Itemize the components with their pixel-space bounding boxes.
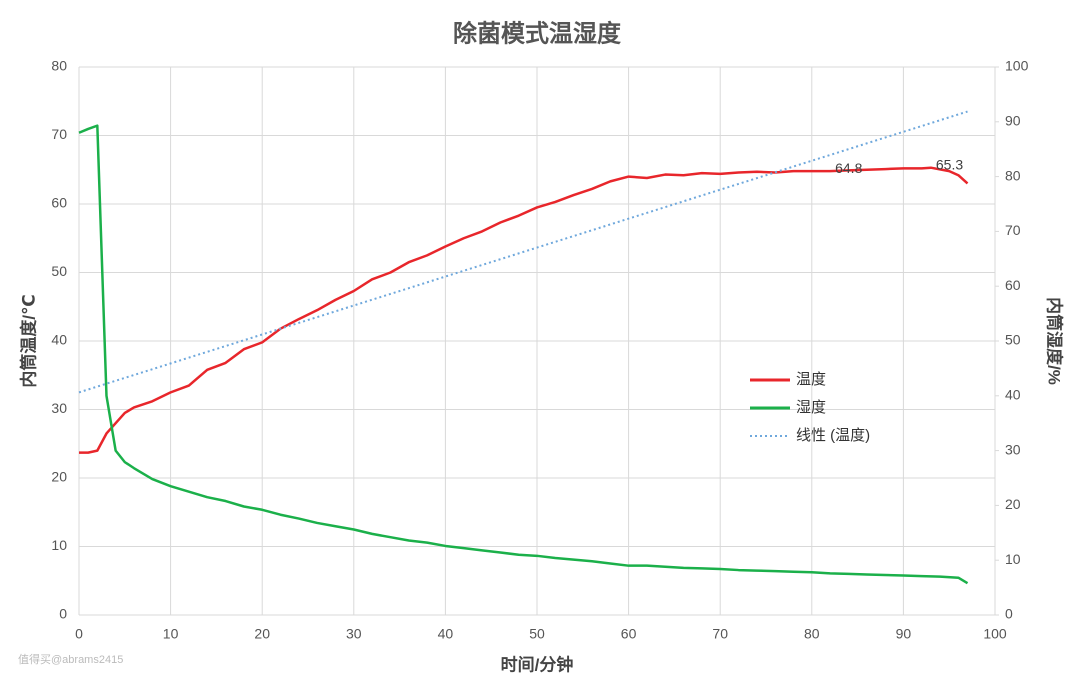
x-tick-label: 0 [75, 626, 83, 642]
y2-tick-label: 80 [1005, 167, 1021, 183]
y-tick-label: 30 [51, 400, 67, 416]
x-tick-label: 50 [529, 626, 545, 642]
y2-tick-label: 40 [1005, 387, 1021, 403]
y-tick-label: 0 [59, 606, 67, 622]
x-tick-label: 60 [621, 626, 637, 642]
y-tick-label: 40 [51, 332, 67, 348]
y2-axis-title: 内筒湿度/% [1045, 297, 1065, 385]
x-tick-label: 80 [804, 626, 820, 642]
data-label: 65.3 [936, 156, 963, 172]
y-axis-title: 内筒温度/℃ [18, 294, 38, 387]
series-line [79, 166, 969, 454]
chart-title: 除菌模式温湿度 [453, 19, 622, 47]
y-tick-label: 80 [51, 58, 67, 74]
x-tick-label: 20 [254, 626, 270, 642]
x-tick-label: 10 [163, 626, 179, 642]
legend-label: 线性 (温度) [796, 427, 870, 444]
y-tick-label: 20 [51, 469, 67, 485]
y2-tick-label: 20 [1005, 496, 1021, 512]
x-tick-label: 30 [346, 626, 362, 642]
data-label: 64.8 [835, 160, 862, 176]
x-tick-label: 100 [983, 626, 1007, 642]
x-tick-label: 70 [712, 626, 728, 642]
series-line [78, 110, 968, 394]
y2-tick-label: 0 [1005, 606, 1013, 622]
y2-tick-label: 60 [1005, 277, 1021, 293]
y-tick-label: 70 [51, 126, 67, 142]
series-line [78, 124, 969, 585]
y2-tick-label: 70 [1005, 222, 1021, 238]
y-tick-label: 50 [51, 263, 67, 279]
legend-label: 湿度 [796, 399, 826, 416]
x-tick-label: 40 [438, 626, 454, 642]
y-tick-label: 10 [51, 537, 67, 553]
y2-tick-label: 100 [1005, 58, 1029, 74]
legend-label: 温度 [796, 371, 826, 388]
x-tick-label: 90 [896, 626, 912, 642]
y-tick-label: 60 [51, 195, 67, 211]
y2-tick-label: 50 [1005, 332, 1021, 348]
y2-tick-label: 10 [1005, 551, 1021, 567]
watermark: 值得买@abrams2415 [18, 653, 123, 666]
y2-tick-label: 30 [1005, 441, 1021, 457]
y2-tick-label: 90 [1005, 113, 1021, 129]
x-axis-title: 时间/分钟 [501, 654, 574, 674]
